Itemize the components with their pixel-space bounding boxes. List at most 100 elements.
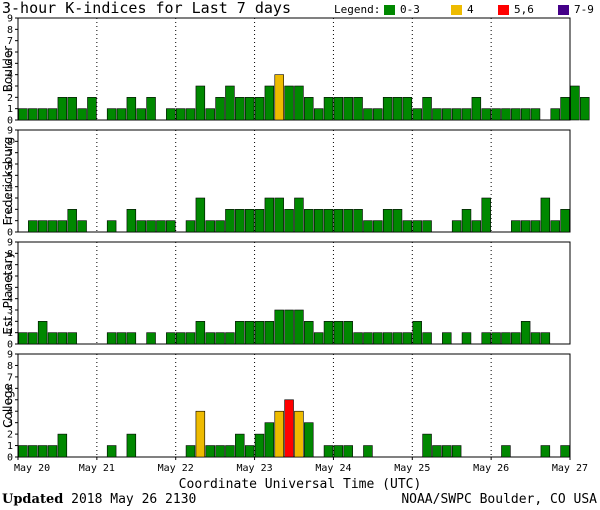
kp-bar: [215, 445, 225, 458]
kp-bar: [146, 332, 156, 345]
kp-bar: [284, 209, 294, 233]
kp-bar: [461, 108, 472, 121]
kp-bar: [333, 321, 344, 345]
kp-bar: [511, 332, 521, 345]
kp-bar: [67, 332, 77, 345]
kp-bar: [382, 97, 393, 121]
kp-bar: [491, 108, 501, 121]
kp-bar: [580, 97, 590, 121]
kp-bar: [244, 97, 255, 121]
kp-bar: [432, 445, 442, 458]
x-axis-title: Coordinate Universal Time (UTC): [178, 477, 422, 492]
kp-bar: [382, 332, 393, 345]
kp-bar: [244, 209, 255, 233]
kp-bar: [37, 445, 48, 458]
kp-bar: [304, 97, 314, 121]
kp-bar: [47, 220, 58, 233]
kp-bar: [422, 433, 432, 458]
kp-bar: [264, 197, 275, 233]
kp-bar: [47, 108, 58, 121]
kp-bar: [471, 97, 482, 121]
kp-bar: [215, 97, 225, 121]
y-tick-label: 4: [7, 294, 13, 305]
kp-bar: [146, 97, 156, 121]
kp-bar: [343, 97, 353, 121]
kp-bar: [422, 332, 432, 345]
y-tick-label: 0: [7, 453, 13, 464]
y-tick-label: 8: [7, 137, 13, 148]
kp-bar: [37, 321, 48, 345]
kp-bar: [195, 85, 206, 121]
kp-bar: [175, 108, 186, 121]
y-tick-label: 2: [7, 93, 13, 104]
y-tick-label: 1: [7, 104, 13, 115]
y-tick-label: 1: [7, 216, 13, 227]
kp-bar: [540, 197, 551, 233]
kp-bar: [442, 108, 452, 121]
kp-bar: [126, 209, 137, 233]
kp-bar: [520, 220, 531, 233]
y-tick-label: 3: [7, 306, 13, 317]
legend-swatch-4: [451, 5, 462, 15]
kp-bar: [461, 332, 472, 345]
kp-bar: [304, 321, 314, 345]
legend-text-0-3: 0-3: [400, 3, 420, 16]
kp-bar: [126, 433, 137, 458]
y-tick-label: 1: [7, 328, 13, 339]
kp-bar: [442, 332, 452, 345]
kp-bar: [106, 445, 117, 458]
kp-bar: [560, 445, 570, 458]
kp-bar: [28, 108, 38, 121]
kp-bar: [412, 321, 422, 345]
x-tick-label: May 25: [394, 463, 430, 474]
kp-bar: [18, 108, 28, 121]
kp-bar: [520, 321, 531, 345]
chart-title: 3-hour K-indices for Last 7 days: [2, 0, 291, 17]
legend-label: Legend:: [334, 3, 381, 16]
kp-bar: [432, 108, 442, 121]
kp-bar: [57, 332, 68, 345]
kp-bar: [363, 332, 373, 345]
legend-swatch-5-6: [498, 5, 509, 15]
y-tick-label: 4: [7, 407, 13, 418]
legend-swatch-0-3: [384, 5, 395, 15]
kp-bar: [166, 220, 176, 233]
legend-text-4: 4: [467, 3, 474, 16]
kp-bar: [195, 321, 206, 345]
kp-bar: [501, 445, 511, 458]
kp-bar: [382, 209, 393, 233]
kp-bar: [185, 220, 196, 233]
kp-bar: [57, 433, 68, 458]
kp-bar: [106, 220, 117, 233]
y-tick-label: 7: [7, 260, 13, 271]
kp-bar: [550, 108, 560, 121]
kp-bar: [294, 410, 304, 458]
kp-bar: [451, 445, 462, 458]
legend-text-7-9: 7-9: [574, 3, 594, 16]
kp-bar: [530, 332, 541, 345]
kp-bar: [77, 220, 87, 233]
kp-bar: [363, 220, 373, 233]
x-tick-label: May 21: [79, 463, 115, 474]
kp-bar: [284, 309, 294, 345]
kp-bar: [254, 433, 265, 458]
kp-bar: [185, 108, 196, 121]
kp-bar: [156, 220, 166, 233]
y-tick-label: 7: [7, 372, 13, 383]
kp-bar: [235, 433, 245, 458]
kp-bar: [343, 321, 353, 345]
kp-bar: [28, 445, 38, 458]
kp-bar: [570, 85, 580, 121]
kp-bar: [235, 209, 245, 233]
kp-bar: [67, 97, 77, 121]
kp-bar: [511, 220, 521, 233]
kp-bar: [205, 332, 215, 345]
kp-bar: [511, 108, 521, 121]
panel-frame-boulder: [17, 17, 571, 121]
kp-bar: [166, 108, 176, 121]
kp-bar: [540, 445, 551, 458]
kp-bar: [274, 74, 284, 121]
kp-bar: [254, 97, 265, 121]
kp-bar: [244, 321, 255, 345]
